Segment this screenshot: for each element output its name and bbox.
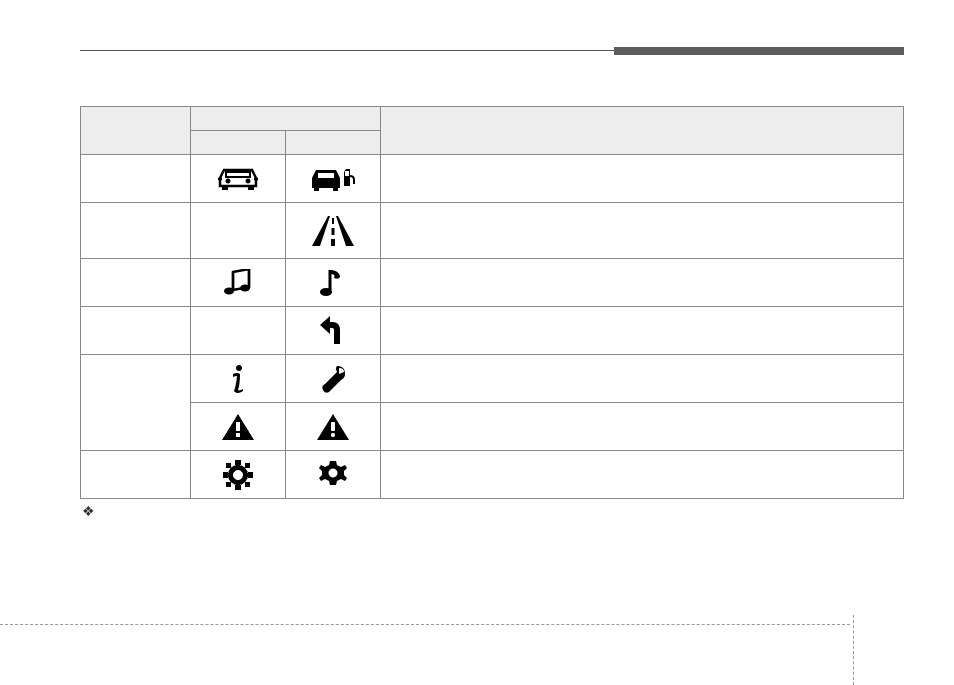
empty-icon <box>191 307 286 355</box>
table-row <box>81 203 904 259</box>
table-row <box>81 451 904 499</box>
col-menu <box>81 107 191 155</box>
menu-icon-table <box>80 106 904 499</box>
footnote-marker: ❖ <box>82 503 904 520</box>
warning-pixel-icon <box>191 403 286 451</box>
car-front-icon <box>191 155 286 203</box>
turn-arrow-icon <box>286 307 381 355</box>
page-cut-line-vertical <box>853 615 854 685</box>
page-cut-line-horizontal <box>0 624 850 625</box>
road-lane-icon <box>286 203 381 259</box>
empty-icon <box>191 203 286 259</box>
col-symbol-a <box>191 131 286 155</box>
col-symbol-b <box>286 131 381 155</box>
col-description <box>381 107 904 155</box>
warning-icon <box>286 403 381 451</box>
desc-cell <box>381 451 904 499</box>
header-rule <box>80 50 904 51</box>
table-row <box>81 259 904 307</box>
table-row <box>81 355 904 403</box>
desc-cell <box>381 155 904 203</box>
wrench-icon <box>286 355 381 403</box>
car-fuel-icon <box>286 155 381 203</box>
desc-cell <box>381 403 904 451</box>
desc-cell <box>381 203 904 259</box>
desc-cell <box>381 307 904 355</box>
header-accent-bar <box>614 47 904 55</box>
table-row <box>81 403 904 451</box>
table-row <box>81 307 904 355</box>
music-notes-icon <box>191 259 286 307</box>
music-note-icon <box>286 259 381 307</box>
desc-cell <box>381 259 904 307</box>
desc-cell <box>381 355 904 403</box>
info-i-icon <box>191 355 286 403</box>
table-row <box>81 155 904 203</box>
col-symbols-group <box>191 107 381 131</box>
gear-pixel-icon <box>191 451 286 499</box>
gear-icon <box>286 451 381 499</box>
